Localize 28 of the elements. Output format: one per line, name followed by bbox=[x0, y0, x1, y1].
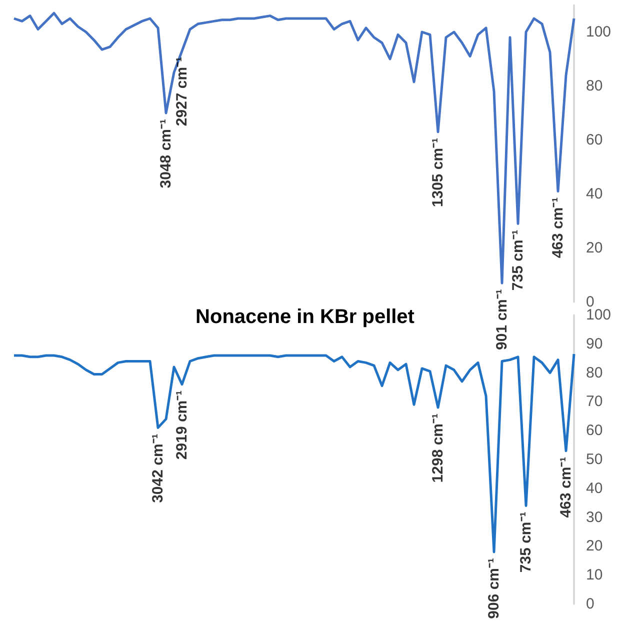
annotation: 1305 cm⁻¹ bbox=[430, 138, 446, 208]
annotation: 735 cm⁻¹ bbox=[518, 512, 534, 573]
y-tick-label: 0 bbox=[586, 596, 594, 612]
y-tick-label: 80 bbox=[586, 78, 603, 94]
y-tick-label: 30 bbox=[586, 508, 603, 526]
y-tick-label: 50 bbox=[586, 451, 603, 468]
y-tick-label: 20 bbox=[586, 240, 603, 256]
annotation: 463 cm⁻¹ bbox=[550, 197, 566, 258]
y-tick-label: 20 bbox=[586, 538, 603, 555]
annotation: 735 cm⁻¹ bbox=[510, 230, 526, 291]
annotation: 1298 cm⁻¹ bbox=[430, 413, 446, 483]
y-tick-label: 90 bbox=[586, 335, 603, 352]
chart-title: Nonacene in KBr pellet bbox=[196, 306, 415, 328]
y-tick-label: 60 bbox=[586, 132, 603, 148]
annotation: 3048 cm⁻¹ bbox=[158, 119, 174, 188]
annotation: 906 cm⁻¹ bbox=[486, 558, 502, 619]
annotation: 2919 cm⁻¹ bbox=[174, 390, 190, 460]
y-tick-label: 40 bbox=[586, 480, 603, 497]
y-tick-label: 60 bbox=[586, 422, 603, 440]
y-tick-label: 80 bbox=[586, 364, 603, 382]
y-tick-label: 40 bbox=[586, 186, 603, 202]
y-tick-label: 70 bbox=[586, 393, 603, 410]
y-tick-label: 100 bbox=[586, 24, 612, 40]
annotation: 2927 cm⁻¹ bbox=[174, 56, 190, 126]
y-tick-label: 10 bbox=[586, 566, 603, 584]
annotation: 901 cm⁻¹ bbox=[494, 289, 510, 350]
annotation: 463 cm⁻¹ bbox=[558, 456, 574, 518]
annotation: 3042 cm⁻¹ bbox=[150, 434, 166, 503]
